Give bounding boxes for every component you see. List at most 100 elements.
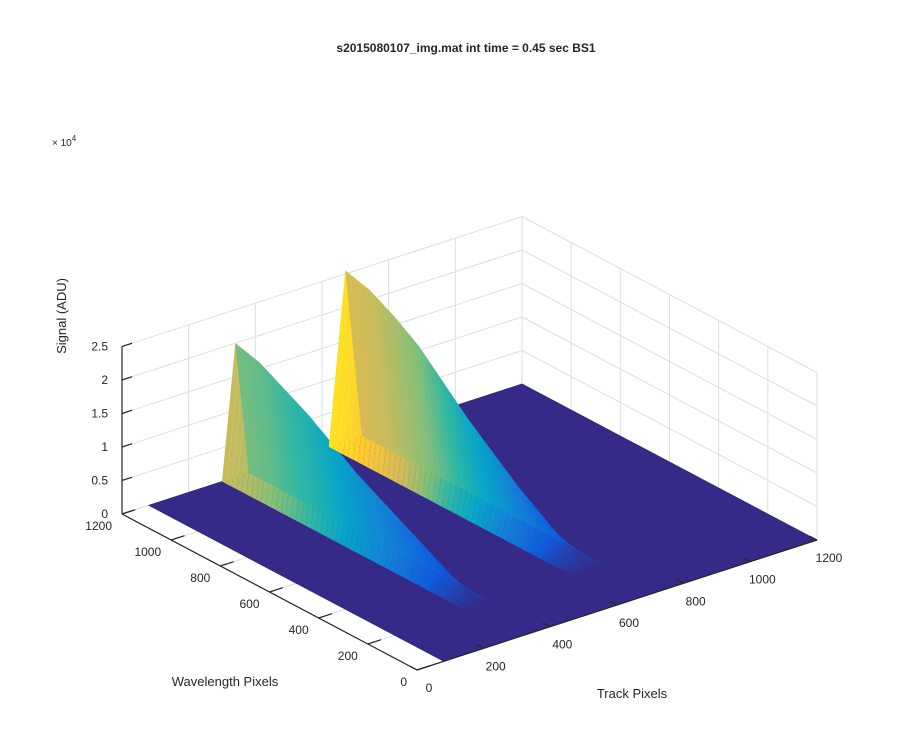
peak-1-face — [462, 601, 482, 612]
z-axis-label: Signal (ADU) — [54, 278, 69, 354]
peak-1-face — [402, 522, 421, 564]
x-tick-mark — [409, 665, 418, 671]
peak-2-face — [596, 568, 618, 577]
peak-2-face — [579, 574, 601, 582]
z-tick-label: 1.5 — [91, 407, 108, 421]
peak-2-face — [394, 316, 417, 465]
peak-2-face — [615, 579, 638, 587]
peak-2-face — [527, 497, 549, 535]
peak-1-face — [520, 623, 539, 631]
peak-1-face — [289, 394, 308, 504]
peak-1-face — [363, 480, 382, 543]
grid-line — [121, 216, 523, 347]
peak-1-face — [314, 421, 333, 517]
peak-1-face — [377, 496, 397, 551]
z-tick-label: 2 — [101, 373, 108, 387]
peak-2-face — [564, 560, 587, 575]
peak-2-face — [419, 346, 441, 478]
x-tick-label: 600 — [619, 616, 639, 630]
peak-2-face — [545, 539, 567, 564]
peak-2-face — [635, 589, 657, 598]
z-tick-mark — [121, 409, 133, 415]
peak-2-face — [409, 334, 431, 473]
z-tick-mark — [121, 510, 133, 515]
peak-2-face — [542, 515, 564, 543]
peak-1-face — [466, 591, 485, 598]
peak-1-face — [458, 596, 477, 609]
x-tick-label: 400 — [552, 638, 572, 652]
peak-1-face — [323, 433, 343, 523]
z-tick-label: 0.5 — [91, 474, 108, 488]
peak-1-face — [477, 612, 496, 620]
peak-1-face — [448, 586, 467, 604]
peak-1-face — [515, 621, 534, 628]
peak-2-face — [328, 270, 351, 450]
grid-line — [521, 249, 818, 407]
peak-1-face — [497, 622, 516, 630]
peak-1-face — [443, 580, 462, 602]
peak-2-face — [443, 382, 466, 491]
peak-2-face — [594, 581, 616, 590]
peak-2-face — [478, 432, 500, 509]
peak-1-face — [507, 628, 526, 635]
y-tick-mark — [367, 639, 382, 645]
x-tick-label: 1000 — [749, 573, 776, 587]
peak-2-face — [360, 282, 382, 447]
peak-2-face — [414, 340, 436, 475]
y-tick-label: 1200 — [85, 519, 112, 533]
peak-2-face — [584, 576, 606, 585]
peak-2-face — [428, 361, 451, 483]
peak-1-face — [358, 475, 377, 541]
peak-1-face — [294, 399, 313, 507]
peak-2-face — [492, 452, 515, 517]
z-tick-label: 0 — [101, 507, 108, 521]
peak-2-face — [517, 485, 539, 530]
z-tick-label: 2.5 — [91, 340, 108, 354]
peak-1-face — [486, 605, 505, 613]
peak-2-face — [448, 390, 471, 494]
peak-2-face — [537, 509, 559, 540]
peak-1-face — [467, 607, 487, 615]
peak-2-face — [522, 491, 544, 533]
peak-1-face — [482, 615, 501, 622]
peak-2-face — [586, 563, 608, 572]
peak-2-face — [389, 311, 412, 462]
peak-2-face — [497, 459, 520, 520]
grid-line — [121, 249, 523, 381]
peak-1-face — [382, 501, 402, 554]
y-tick-label: 800 — [190, 571, 210, 585]
peak-2-face — [591, 566, 613, 574]
peak-1-face — [328, 439, 347, 525]
peak-1-face — [240, 347, 259, 478]
peak-2-face — [507, 472, 530, 525]
peak-2-face — [569, 566, 592, 577]
peak-1-face — [525, 626, 544, 634]
peak-2-face — [540, 533, 562, 562]
peak-1-face — [492, 620, 511, 628]
x-tick-mark — [609, 600, 618, 606]
y-axis-label: Wavelength Pixels — [172, 674, 279, 689]
y-tick-label: 0 — [400, 675, 407, 689]
peak-2-face — [618, 594, 641, 603]
peak-1-face — [250, 355, 269, 484]
peak-2-face — [610, 576, 633, 585]
peak-1-face — [264, 368, 284, 491]
peak-1-face — [438, 575, 457, 599]
grid-line — [121, 316, 523, 448]
peak-1-face — [299, 405, 318, 510]
y-tick-mark — [269, 587, 284, 593]
peak-2-face — [502, 465, 525, 522]
z-tick-mark — [121, 476, 133, 482]
peak-1-face — [512, 630, 531, 638]
y-tick-label: 600 — [239, 597, 259, 611]
grid-line — [121, 283, 523, 414]
x-tick-mark — [542, 622, 551, 628]
peak-1-face — [269, 373, 288, 494]
peak-2-face — [374, 295, 397, 455]
peak-1-face — [245, 351, 264, 481]
axes-layer: 0200400600800100012000200400600800100012… — [85, 340, 842, 696]
peak-2-face — [473, 425, 495, 507]
peak-1-face — [436, 559, 456, 582]
peak-1-face — [309, 415, 328, 515]
